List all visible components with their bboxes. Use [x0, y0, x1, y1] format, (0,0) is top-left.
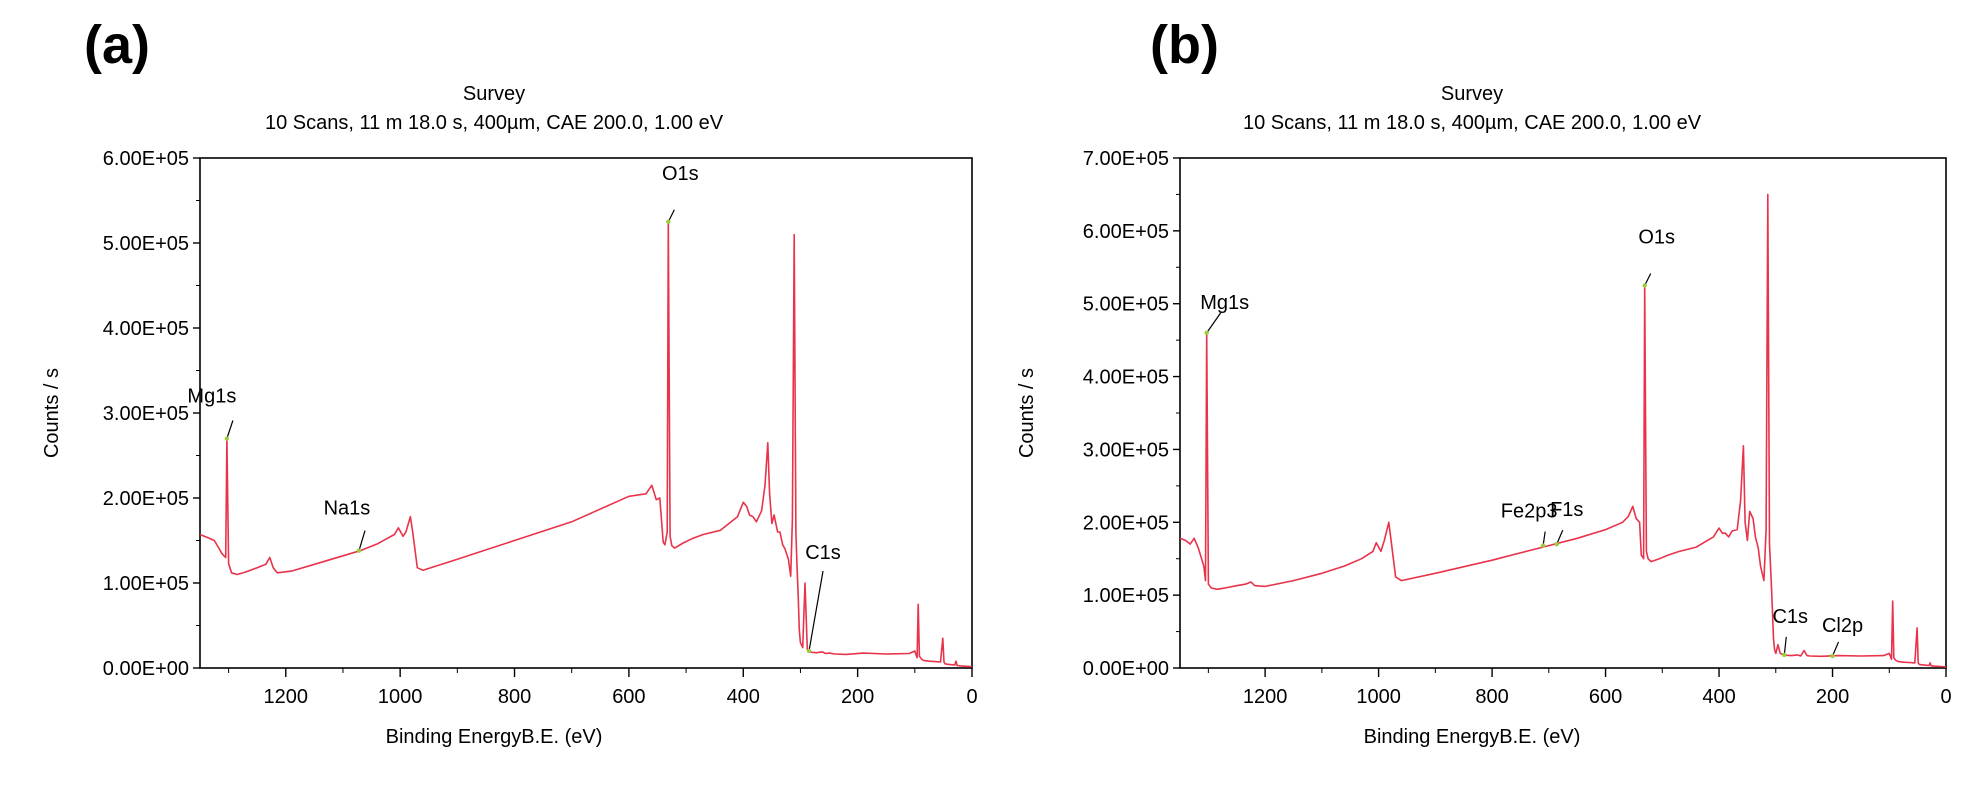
chart-a-peak-label: C1s	[805, 542, 841, 564]
chart-a-peak-label: Na1s	[324, 498, 371, 520]
chart-b-x-tick-label: 1000	[1356, 686, 1401, 708]
chart-a-x-tick-label: 600	[612, 686, 645, 708]
chart-b-peak-leader-line	[1206, 312, 1222, 334]
chart-b-x-tick-label: 400	[1702, 686, 1735, 708]
chart-b-x-tick-label: 200	[1816, 686, 1849, 708]
chart-b-peak-marker	[1204, 330, 1209, 336]
chart-b-peak-marker	[1554, 541, 1559, 547]
chart-a-x-tick-label: 800	[498, 686, 531, 708]
chart-a-peak-marker	[356, 548, 362, 553]
chart-b-x-tick-label: 600	[1589, 686, 1622, 708]
chart-b-peak-marker	[1782, 652, 1787, 658]
chart-b-y-tick-label: 4.00E+05	[1083, 367, 1169, 389]
chart-b-x-tick-label: 0	[1940, 686, 1951, 708]
chart-b-spectrum-line	[1179, 193, 1947, 668]
chart-b-svg: Survey 10 Scans, 11 m 18.0 s, 400µm, CAE …	[1016, 83, 1952, 748]
chart-a-plot-frame	[199, 157, 973, 669]
chart-a-peak-marker	[806, 648, 812, 654]
chart-b-y-tick-label: 7.00E+05	[1083, 148, 1169, 170]
chart-a-x-tick-label: 400	[727, 686, 760, 708]
chart-a-svg: Survey 10 Scans, 11 m 18.0 s, 400µm, CAE …	[41, 83, 978, 748]
chart-a-peak-leader-line	[808, 570, 824, 652]
chart-b-y-tick-label: 2.00E+05	[1083, 512, 1169, 534]
chart-a-peak-leader-line	[226, 420, 234, 439]
chart-b-peak-label: F1s	[1550, 499, 1583, 521]
chart-a-peak-label: Mg1s	[187, 386, 236, 408]
panel-b-label: (b)	[1150, 15, 1219, 75]
chart-b-y-axis-label: Counts / s	[1016, 368, 1038, 458]
chart-a-y-tick-label: 0.00E+00	[103, 658, 189, 680]
chart-b-y-tick-label: 5.00E+05	[1083, 294, 1169, 316]
chart-a-x-tick-label: 1000	[378, 686, 423, 708]
chart-a-y-tick-label: 6.00E+05	[103, 148, 189, 170]
chart-a-subtitle: 10 Scans, 11 m 18.0 s, 400µm, CAE 200.0,…	[265, 112, 724, 134]
chart-a-y-tick-label: 3.00E+05	[103, 403, 189, 425]
chart-b-peak-leader-line	[1644, 273, 1652, 286]
chart-a-spectrum-line	[199, 221, 973, 668]
chart-b-peak-label: Fe2p3	[1501, 501, 1558, 523]
chart-a-x-tick-label: 0	[966, 686, 977, 708]
panel-a-label: (a)	[84, 15, 150, 75]
chart-b-peak-label: Mg1s	[1200, 292, 1249, 314]
chart-b-peak-marker	[1830, 653, 1835, 659]
chart-b-peak-marker	[1540, 543, 1546, 548]
chart-a-y-tick-label: 4.00E+05	[103, 318, 189, 340]
chart-b-x-tick-label: 800	[1475, 686, 1508, 708]
chart-a-peak-leader-line	[358, 530, 366, 551]
chart-b-peak-leader-line	[1556, 529, 1564, 545]
chart-a-x-axis-label: Binding EnergyB.E. (eV)	[386, 726, 603, 748]
chart-b-x-tick-label: 1200	[1243, 686, 1288, 708]
chart-b-y-tick-label: 1.00E+05	[1083, 585, 1169, 607]
chart-a-peak-marker	[224, 436, 230, 441]
chart-b-y-tick-label: 6.00E+05	[1083, 221, 1169, 243]
chart-b-x-axis-label: Binding EnergyB.E. (eV)	[1364, 726, 1581, 748]
chart-a-x-tick-label: 200	[841, 686, 874, 708]
chart-b-y-tick-label: 3.00E+05	[1083, 439, 1169, 461]
chart-b-peak-label: Cl2p	[1822, 615, 1863, 637]
chart-b-y-tick-label: 0.00E+00	[1083, 658, 1169, 680]
chart-b-peak-label: O1s	[1638, 227, 1675, 249]
chart-a-peak-label: O1s	[662, 163, 699, 185]
chart-b-peak-leader-line	[1783, 636, 1787, 655]
chart-b-peak-label: C1s	[1772, 606, 1808, 628]
chart-b-peak-leader-line	[1831, 641, 1840, 657]
chart-a-x-tick-label: 1200	[264, 686, 309, 708]
chart-a-y-tick-label: 2.00E+05	[103, 488, 189, 510]
chart-b-plot-frame	[1179, 157, 1947, 669]
panel-a: (a) Survey 10 Scans, 11 m 18.0 s, 400µm, …	[41, 15, 978, 748]
chart-a-y-tick-label: 5.00E+05	[103, 233, 189, 255]
chart-b-title: Survey	[1441, 83, 1503, 105]
chart-b-peak-marker	[1642, 283, 1647, 288]
chart-a-y-tick-label: 1.00E+05	[103, 573, 189, 595]
chart-a-title: Survey	[463, 83, 525, 105]
chart-a-peak-leader-line	[667, 209, 675, 223]
chart-b-peak-leader-line	[1542, 531, 1546, 546]
chart-a-peak-marker	[666, 219, 671, 224]
chart-a-y-axis-label: Counts / s	[41, 368, 63, 458]
panel-b: (b) Survey 10 Scans, 11 m 18.0 s, 400µm, …	[988, 0, 1976, 788]
chart-b-subtitle: 10 Scans, 11 m 18.0 s, 400µm, CAE 200.0,…	[1243, 112, 1702, 134]
